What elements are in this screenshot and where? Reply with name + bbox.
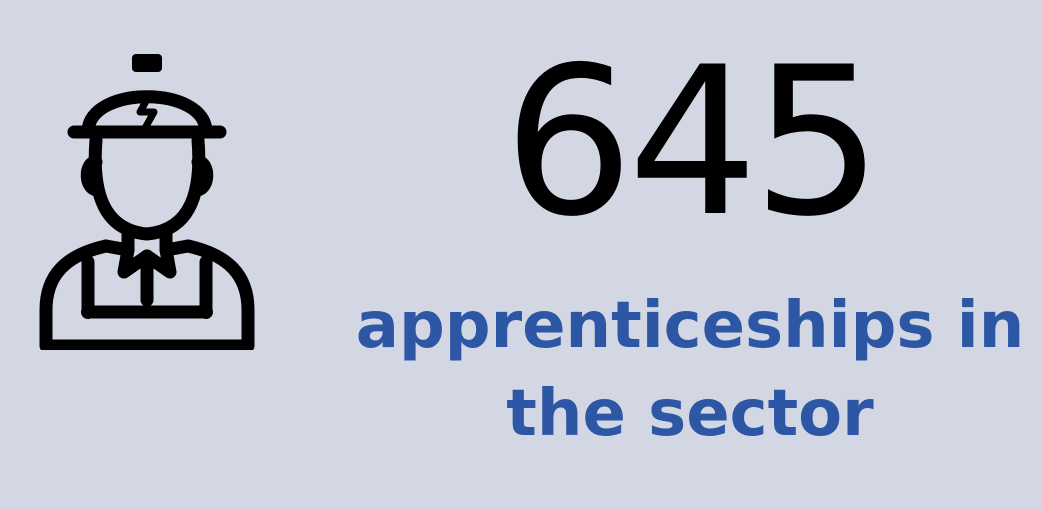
- stat-caption-line-1: apprenticeships in: [355, 289, 1025, 363]
- stat-caption-line-2: the sector: [506, 377, 874, 451]
- electrician-worker-icon: [39, 54, 255, 350]
- stat-caption: apprenticeships in the sector: [300, 282, 1042, 458]
- stat-number: 645: [503, 24, 882, 262]
